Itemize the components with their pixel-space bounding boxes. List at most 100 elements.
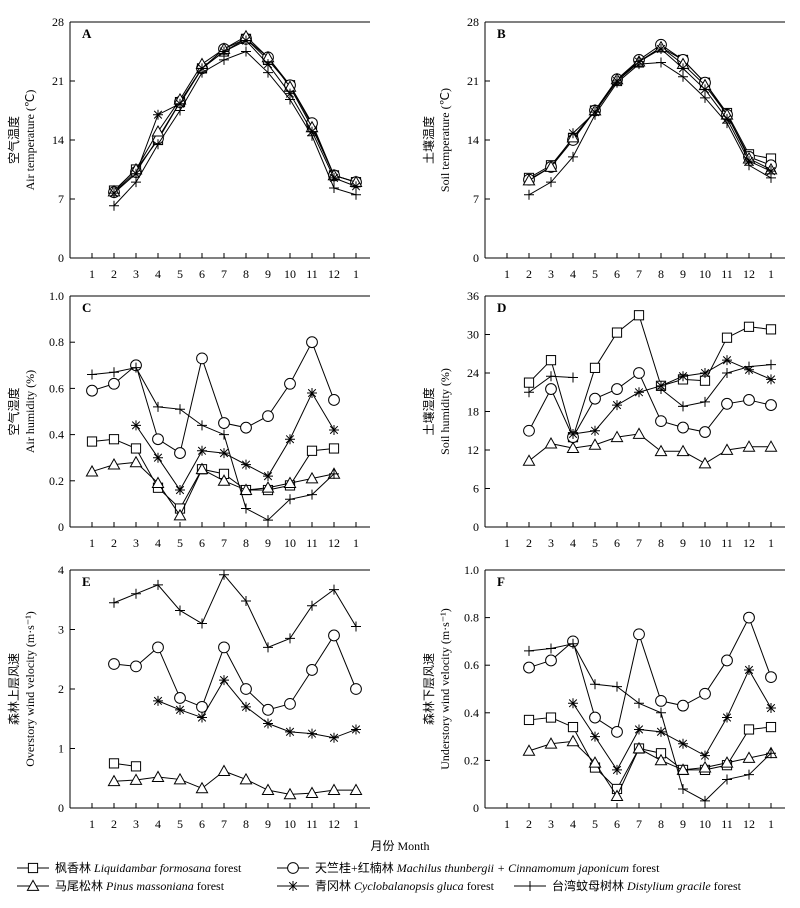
data-point <box>633 310 645 321</box>
data-point <box>722 774 732 785</box>
data-point <box>152 433 164 446</box>
y-tick-label: 1.0 <box>464 563 479 577</box>
data-point <box>262 410 274 423</box>
series-line <box>528 46 772 181</box>
y-tick-label: 0 <box>473 801 479 815</box>
y-tick-label: 30 <box>467 328 479 342</box>
data-point <box>766 748 776 759</box>
x-tick-label: 1 <box>504 536 510 550</box>
data-point <box>109 597 119 608</box>
x-tick-label: 1 <box>89 536 95 550</box>
legend: 枫香林 Liquidambar formosana forest 天竺桂+红楠林 … <box>17 860 742 893</box>
data-point <box>612 77 622 88</box>
data-point <box>263 515 273 526</box>
data-point <box>610 789 624 801</box>
x-tick-label: 9 <box>265 817 271 831</box>
series-line <box>528 46 772 179</box>
x-tick-label: 8 <box>243 267 249 281</box>
data-point <box>263 471 273 482</box>
data-point <box>351 724 361 735</box>
data-point <box>633 628 645 641</box>
data-point <box>283 787 297 800</box>
data-point <box>305 471 319 484</box>
data-point <box>590 731 600 742</box>
series-line <box>528 61 772 196</box>
x-tick-label: 6 <box>614 536 620 550</box>
data-point <box>151 476 165 489</box>
series-oak <box>568 664 776 775</box>
data-point <box>523 377 535 388</box>
data-point <box>241 595 251 606</box>
y-axis-title-en: Soil humidity (%) <box>438 368 452 455</box>
x-tick-label: 5 <box>177 267 183 281</box>
data-point <box>285 494 295 505</box>
series-line <box>135 391 335 491</box>
data-point <box>677 421 689 434</box>
data-point <box>699 426 711 438</box>
x-tick-label: 2 <box>526 267 532 281</box>
data-point <box>544 160 558 172</box>
data-point <box>546 177 556 188</box>
data-point <box>306 336 318 349</box>
x-tick-label: 4 <box>155 536 161 550</box>
data-point <box>654 753 668 766</box>
series-dist <box>524 638 776 806</box>
data-point <box>656 43 666 54</box>
y-tick-label: 0.2 <box>464 753 479 767</box>
data-point <box>197 445 207 456</box>
x-tick-label: 3 <box>133 817 139 831</box>
data-point <box>720 443 734 455</box>
series-line <box>528 314 772 439</box>
y-tick-label: 7 <box>473 192 479 206</box>
series-line <box>528 433 771 465</box>
y-tick-label: 1.0 <box>49 289 64 303</box>
data-point <box>721 332 733 343</box>
data-point <box>307 489 317 500</box>
x-tick-label: 1 <box>768 267 774 281</box>
data-point <box>175 105 185 116</box>
y-tick-label: 24 <box>467 366 479 380</box>
x-tick-label: 6 <box>614 267 620 281</box>
data-point <box>174 447 186 459</box>
data-point <box>306 664 318 676</box>
data-point <box>217 474 231 486</box>
y-tick-label: 28 <box>52 15 64 29</box>
data-point <box>589 392 601 405</box>
data-point <box>108 658 120 670</box>
y-tick-label: 0.8 <box>49 335 64 349</box>
data-point <box>568 372 578 383</box>
panel-letter: C <box>82 300 91 315</box>
x-tick-label: 6 <box>199 267 205 281</box>
panel-letter: A <box>82 26 92 41</box>
x-tick-label: 3 <box>548 817 554 831</box>
data-point <box>744 361 754 372</box>
data-point <box>240 421 252 434</box>
data-point <box>523 424 535 437</box>
data-point <box>152 641 164 654</box>
x-tick-label: 11 <box>721 267 733 281</box>
y-tick-label: 4 <box>58 563 64 577</box>
series-line <box>528 372 772 439</box>
data-point <box>108 377 120 390</box>
data-point <box>153 139 163 150</box>
data-point <box>153 401 163 412</box>
x-tick-label: 9 <box>680 536 686 550</box>
series-oak <box>109 35 361 199</box>
y-tick-label: 1 <box>58 742 64 756</box>
x-tick-label: 11 <box>721 536 733 550</box>
x-tick-label: 3 <box>133 267 139 281</box>
y-tick-label: 0 <box>58 520 64 534</box>
data-point <box>612 681 622 692</box>
y-axis-title-zh: 空气湿度 <box>6 387 21 435</box>
data-point <box>87 369 97 380</box>
y-tick-label: 0 <box>58 801 64 815</box>
x-tick-label: 12 <box>743 267 755 281</box>
x-tick-label: 8 <box>243 536 249 550</box>
series-dist <box>524 57 776 200</box>
data-point <box>307 600 317 611</box>
legend-marker <box>27 862 39 874</box>
x-tick-label: 10 <box>284 267 296 281</box>
y-axis-title-zh: 空气温度 <box>6 116 21 164</box>
data-point <box>285 88 295 99</box>
